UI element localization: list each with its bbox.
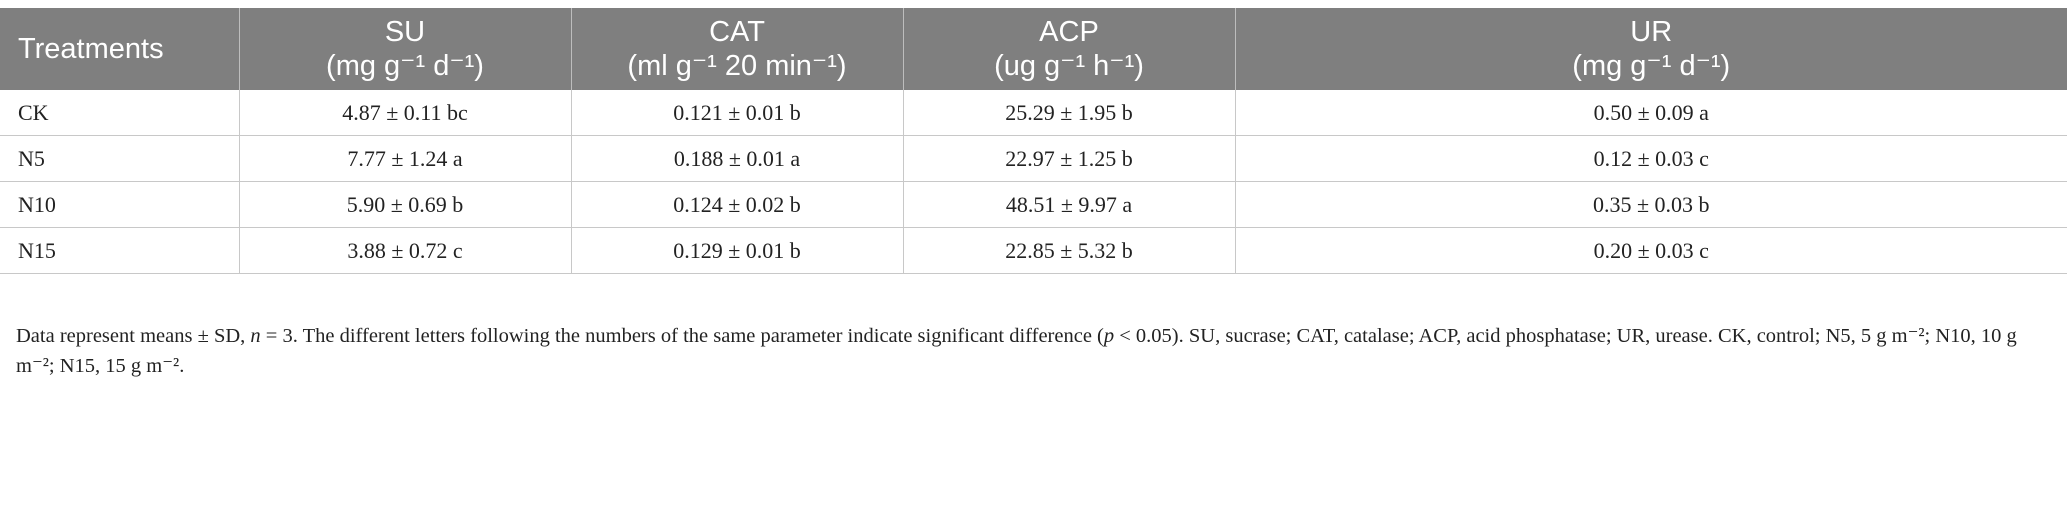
column-header: SU (mg g⁻¹ d⁻¹) xyxy=(239,8,572,90)
footnote: Data represent means ± SD, n = 3. The di… xyxy=(16,321,2056,381)
column-title: CAT xyxy=(709,16,765,48)
table-cell: 0.20 ± 0.03 c xyxy=(1235,227,2067,274)
table-cell: 0.188 ± 0.01 a xyxy=(571,135,904,182)
table-cell: 0.121 ± 0.01 b xyxy=(571,90,904,136)
table-row: N5 7.77 ± 1.24 a 0.188 ± 0.01 a 22.97 ± 1.2… xyxy=(0,135,2067,182)
footnote-text: n xyxy=(250,325,261,347)
table-row: N15 3.88 ± 0.72 c 0.129 ± 0.01 b 22.85 ± 5.… xyxy=(0,227,2067,274)
table-cell: 0.124 ± 0.02 b xyxy=(571,181,904,228)
table-cell: 0.129 ± 0.01 b xyxy=(571,227,904,274)
column-header: CAT (ml g⁻¹ 20 min⁻¹) xyxy=(571,8,904,90)
table-cell: 7.77 ± 1.24 a xyxy=(239,135,572,182)
table-cell: 4.87 ± 0.11 bc xyxy=(239,90,572,136)
column-title: ACP xyxy=(1039,16,1099,48)
column-header: Treatments xyxy=(0,8,240,90)
table-cell: 48.51 ± 9.97 a xyxy=(903,181,1236,228)
column-title: UR xyxy=(1630,16,1673,48)
table-cell: 0.35 ± 0.03 b xyxy=(1235,181,2067,228)
data-table: Treatments SU (mg g⁻¹ d⁻¹) CAT (ml g⁻¹ 20 mi… xyxy=(0,8,2067,274)
column-title: SU xyxy=(384,16,426,48)
table-cell: 25.29 ± 1.95 b xyxy=(903,90,1236,136)
table-cell: 22.97 ± 1.25 b xyxy=(903,135,1236,182)
table-cell: 0.50 ± 0.09 a xyxy=(1235,90,2067,136)
column-unit: (mg g⁻¹ d⁻¹) xyxy=(326,50,484,82)
column-unit: (mg g⁻¹ d⁻¹) xyxy=(1572,50,1731,82)
table-row: N10 5.90 ± 0.69 b 0.124 ± 0.02 b 48.51 ± 9.… xyxy=(0,181,2067,228)
footnote-text: < 0.05). SU, sucrase; CAT, catalase; ACP… xyxy=(16,325,2017,377)
footnote-text: Data represent means ± SD, xyxy=(16,325,251,347)
header-row: Treatments SU (mg g⁻¹ d⁻¹) CAT (ml g⁻¹ 20 mi… xyxy=(0,8,2067,90)
table-row: CK 4.87 ± 0.11 bc 0.121 ± 0.01 b 25.29 ± 1.… xyxy=(0,90,2067,136)
table-cell: N5 xyxy=(0,135,240,182)
column-unit: (ug g⁻¹ h⁻¹) xyxy=(994,50,1144,82)
table-cell: 3.88 ± 0.72 c xyxy=(239,227,572,274)
footnote-text: p xyxy=(1103,325,1115,347)
footnote-text: = 3. The different letters following the… xyxy=(260,325,1104,347)
table-cell: 22.85 ± 5.32 b xyxy=(903,227,1236,274)
table-cell: N15 xyxy=(0,227,240,274)
table-cell: N10 xyxy=(0,181,240,228)
table-cell: 0.12 ± 0.03 c xyxy=(1235,135,2067,182)
table-body: CK 4.87 ± 0.11 bc 0.121 ± 0.01 b 25.29 ± 1.… xyxy=(0,90,2067,274)
column-title: Treatments xyxy=(18,33,164,65)
column-unit: (ml g⁻¹ 20 min⁻¹) xyxy=(627,50,847,82)
column-header: ACP (ug g⁻¹ h⁻¹) xyxy=(903,8,1236,90)
table-cell: 5.90 ± 0.69 b xyxy=(239,181,572,228)
column-header: UR (mg g⁻¹ d⁻¹) xyxy=(1235,8,2067,90)
table-cell: CK xyxy=(0,90,240,136)
